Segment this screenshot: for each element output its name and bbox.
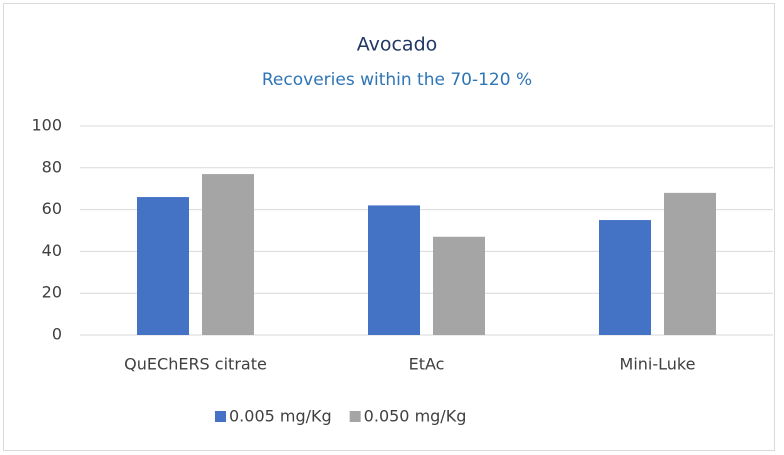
x-tick-label: Mini-Luke: [620, 355, 696, 374]
legend-swatch: [215, 411, 226, 422]
bar: [599, 220, 651, 335]
bar: [664, 192, 716, 335]
y-tick-label: 80: [42, 157, 62, 176]
chart-subtitle: Recoveries within the 70-120 %: [262, 70, 532, 90]
legend-label: 0.005 mg/Kg: [229, 407, 332, 426]
y-tick-label: 60: [42, 199, 62, 218]
bar: [137, 197, 189, 335]
y-tick-label: 100: [31, 116, 62, 135]
x-tick-label: EtAc: [409, 355, 445, 374]
legend-label: 0.050 mg/Kg: [364, 407, 467, 426]
bar: [433, 236, 485, 335]
y-tick-label: 0: [52, 325, 62, 344]
x-tick-label: QuEChERS citrate: [124, 355, 267, 374]
y-tick-label: 40: [42, 241, 62, 260]
bar: [202, 174, 254, 335]
y-tick-label: 20: [42, 283, 62, 302]
bar: [368, 205, 420, 335]
chart-title: Avocado: [357, 34, 438, 56]
legend-swatch: [349, 411, 361, 422]
